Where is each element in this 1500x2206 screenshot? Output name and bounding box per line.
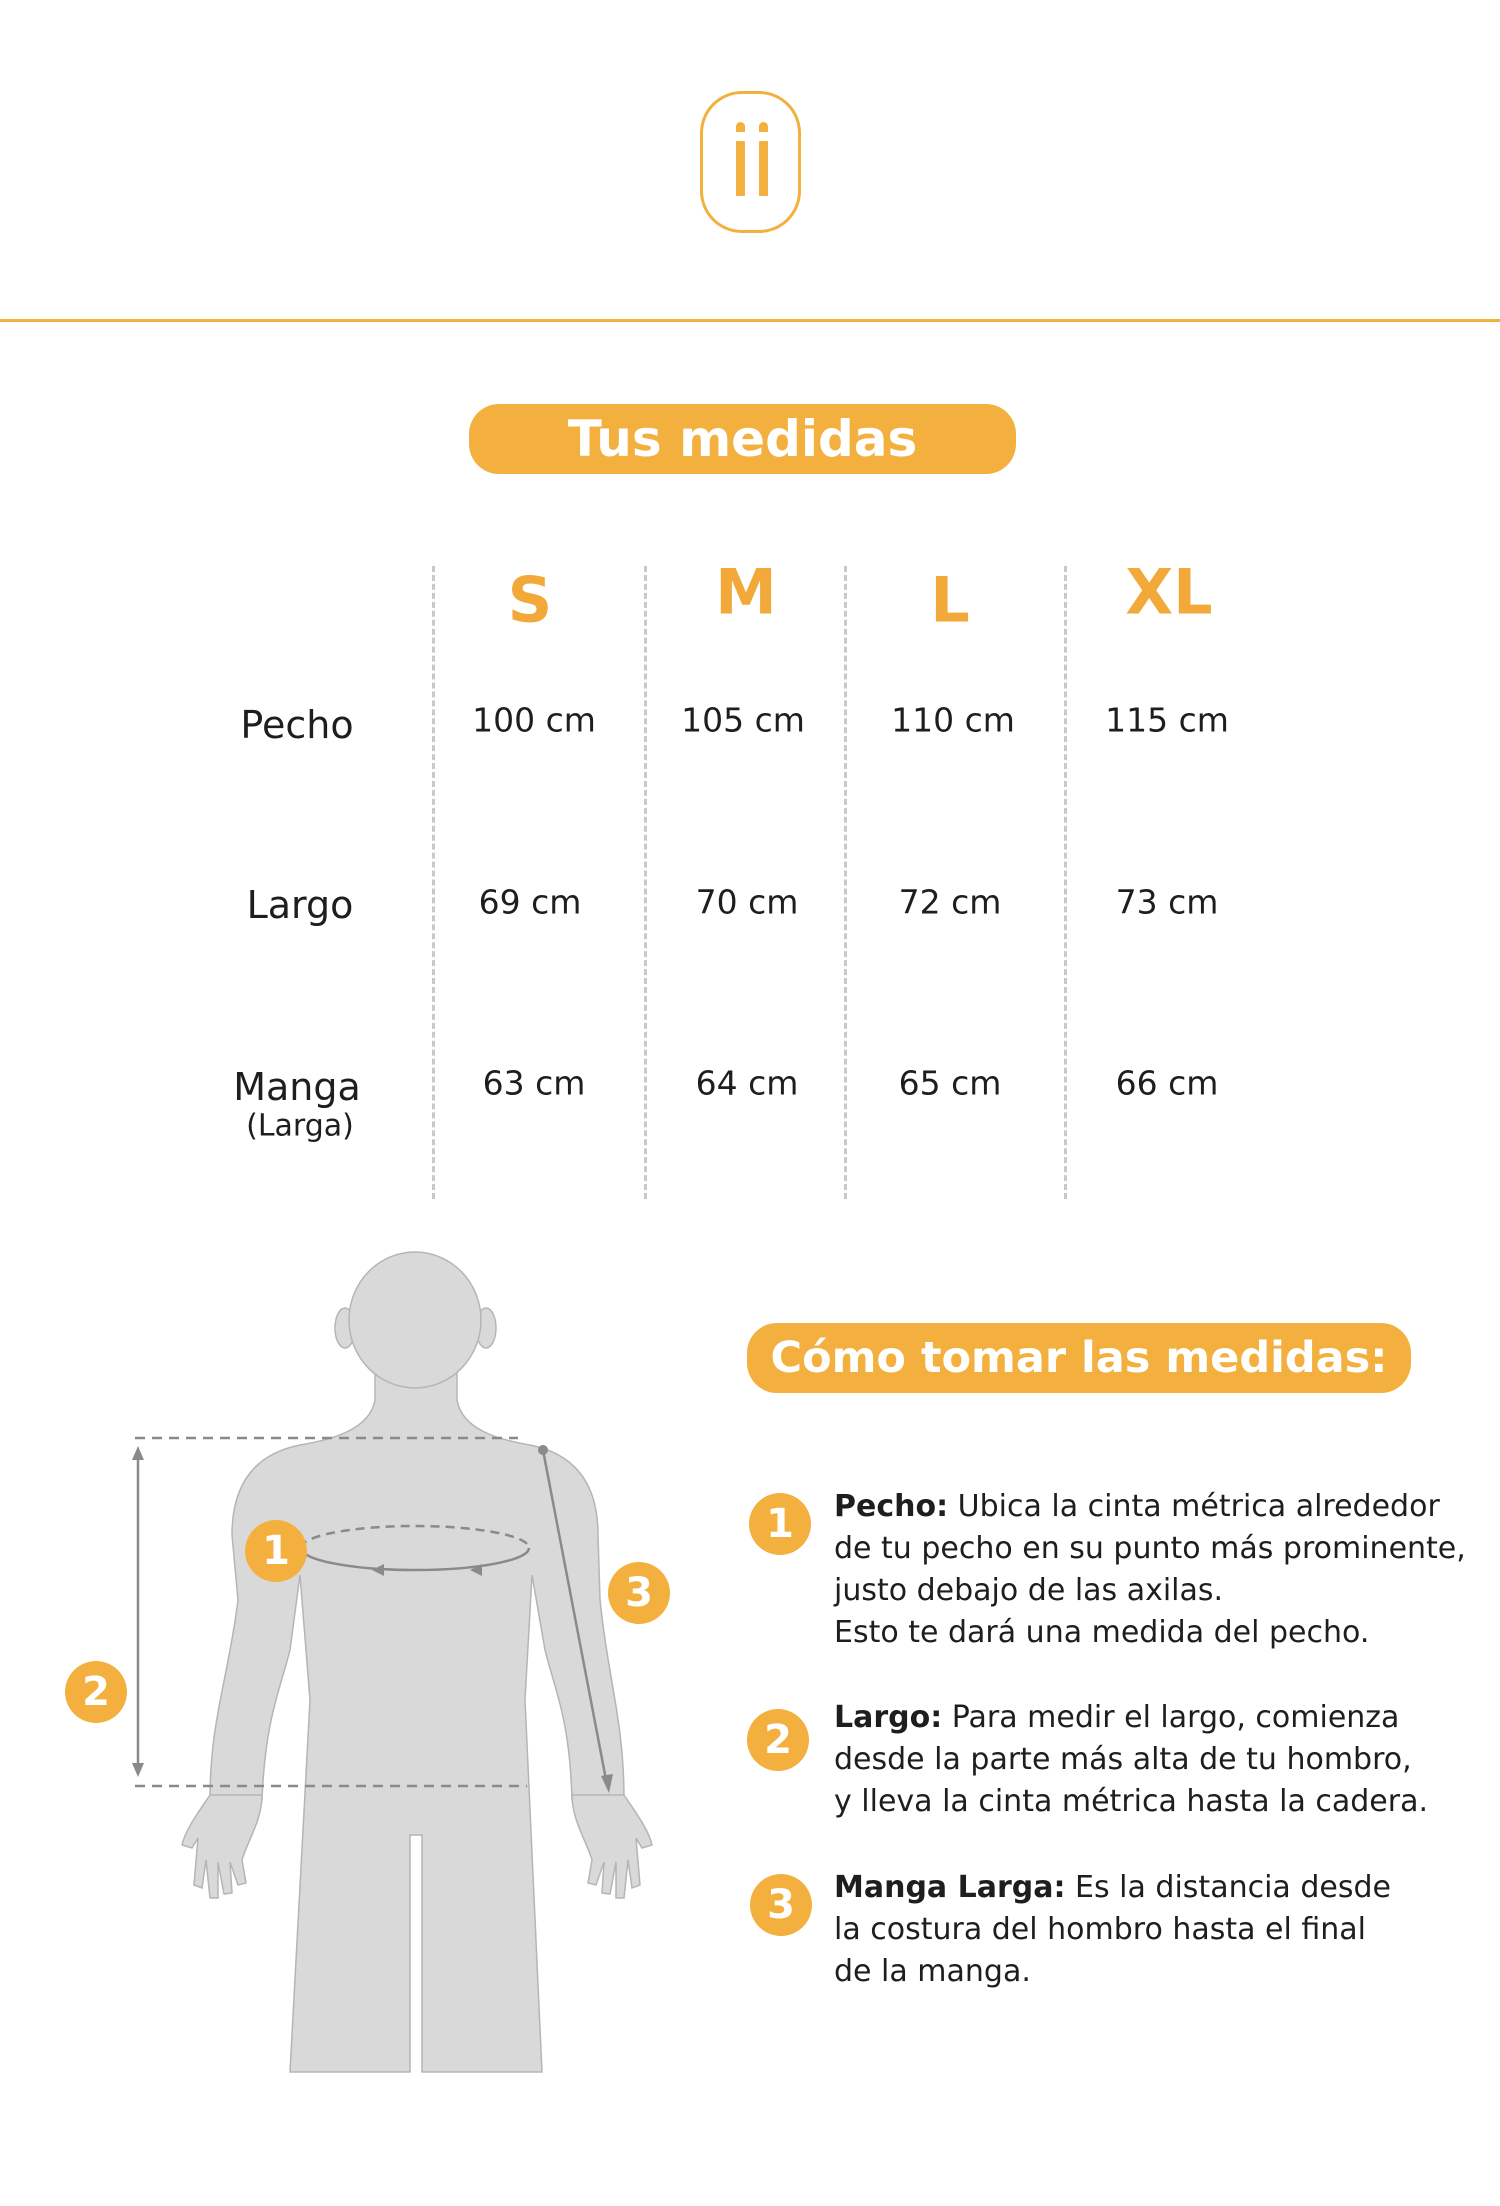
right-hand — [571, 1794, 653, 1899]
table-cell: 66 cm — [1115, 1063, 1219, 1103]
row-sublabel-larga: (Larga) — [246, 1108, 354, 1144]
step-badge-1: 1 — [749, 1493, 811, 1555]
step-largo: Largo: Para medir el largo, comienza des… — [834, 1697, 1474, 1823]
measurement-lines — [132, 1436, 613, 1793]
arrow-down-icon — [132, 1763, 144, 1777]
badge-1: 1 — [245, 1520, 307, 1582]
step-text: justo debajo de las axilas. — [834, 1573, 1224, 1608]
logo-dot — [736, 122, 745, 132]
step-text: de la manga. — [834, 1954, 1031, 1989]
step-term: Largo: — [834, 1700, 943, 1735]
arrow-left-icon — [372, 1564, 384, 1576]
badge-2: 2 — [65, 1661, 127, 1723]
table-cell: 63 cm — [482, 1063, 586, 1103]
shoulder-point — [538, 1445, 548, 1455]
table-cell: 100 cm — [472, 700, 596, 740]
step-text: Es la distancia desde — [1075, 1870, 1391, 1905]
body-silhouette — [181, 1251, 653, 2073]
arrow-left-icon — [470, 1564, 482, 1576]
size-header-s: S — [507, 563, 553, 637]
step-text: de tu pecho en su punto más prominente, — [834, 1531, 1466, 1566]
logo-dot — [759, 122, 768, 132]
step-text: y lleva la cinta métrica hasta la cadera… — [834, 1784, 1428, 1819]
page-title: Tus medidas — [469, 404, 1016, 474]
header-divider — [0, 319, 1500, 322]
table-cell: 72 cm — [898, 882, 1002, 922]
brand-logo-icon — [700, 91, 801, 233]
table-cell: 64 cm — [695, 1063, 799, 1103]
sleeve-line — [541, 1449, 609, 1786]
arrow-up-icon — [132, 1446, 144, 1460]
step-badge-3: 3 — [750, 1874, 812, 1936]
table-cell: 105 cm — [681, 700, 805, 740]
step-text: la costura del hombro hasta el final — [834, 1912, 1367, 1947]
column-divider — [644, 566, 647, 1199]
size-header-l: L — [930, 563, 970, 637]
step-manga: Manga Larga: Es la distancia desde la co… — [834, 1867, 1474, 1993]
row-label-pecho: Pecho — [240, 703, 354, 747]
step-pecho: Pecho: Ubica la cinta métrica alrededor … — [834, 1486, 1474, 1654]
step-text: Ubica la cinta métrica alrededor — [957, 1489, 1440, 1524]
size-header-m: M — [715, 555, 777, 629]
chest-tape-back — [299, 1524, 531, 1549]
head — [348, 1251, 482, 1389]
size-header-xl: XL — [1125, 555, 1213, 629]
howto-title: Cómo tomar las medidas: — [747, 1323, 1411, 1393]
step-badge-2: 2 — [747, 1709, 809, 1771]
badge-3: 3 — [608, 1562, 670, 1624]
table-cell: 69 cm — [478, 882, 582, 922]
row-label-largo: Largo — [246, 883, 354, 927]
step-text: desde la parte más alta de tu hombro, — [834, 1742, 1412, 1777]
step-text: Esto te dará una medida del pecho. — [834, 1615, 1370, 1650]
table-cell: 73 cm — [1115, 882, 1219, 922]
logo-bar — [736, 141, 745, 196]
row-label-manga: Manga — [233, 1065, 361, 1109]
step-text: Para medir el largo, comienza — [951, 1700, 1400, 1735]
column-divider — [844, 566, 847, 1199]
column-divider — [1064, 566, 1067, 1199]
table-cell: 65 cm — [898, 1063, 1002, 1103]
step-term: Manga Larga: — [834, 1870, 1066, 1905]
arrow-down-icon — [601, 1774, 613, 1793]
table-cell: 115 cm — [1105, 700, 1229, 740]
chest-tape-front — [299, 1547, 531, 1572]
table-cell: 110 cm — [891, 700, 1015, 740]
logo-bar — [759, 141, 768, 196]
column-divider — [432, 566, 435, 1199]
step-term: Pecho: — [834, 1489, 949, 1524]
left-hand — [181, 1794, 263, 1899]
table-cell: 70 cm — [695, 882, 799, 922]
torso — [209, 1369, 625, 2073]
